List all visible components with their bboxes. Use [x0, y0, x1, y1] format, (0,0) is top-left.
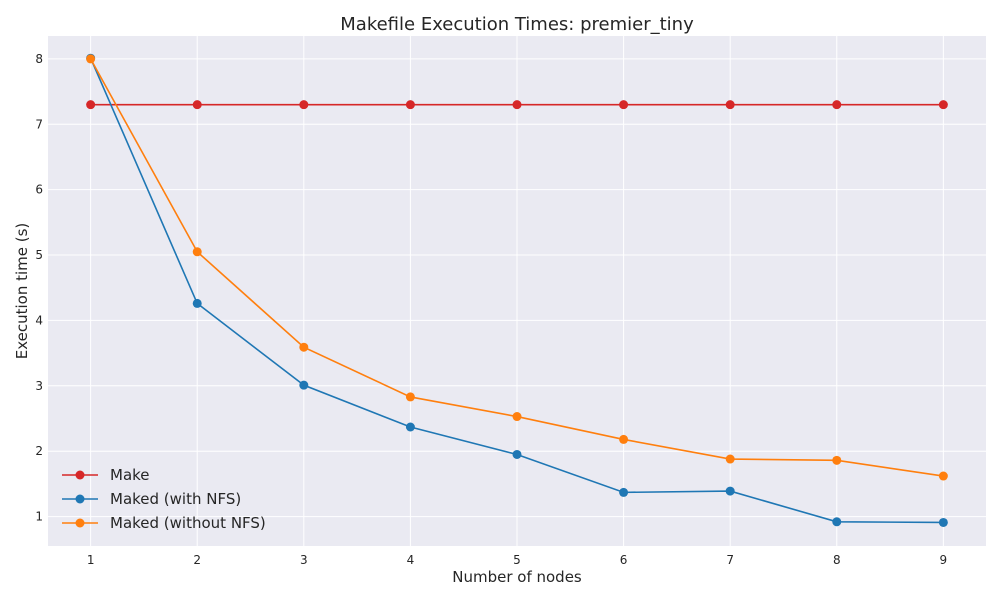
x-tick-label: 2 — [193, 553, 201, 567]
data-point — [832, 100, 842, 110]
data-point — [86, 54, 96, 64]
data-point — [938, 517, 948, 527]
x-axis-label: Number of nodes — [452, 568, 582, 586]
x-tick-label: 3 — [300, 553, 308, 567]
series-2 — [86, 54, 948, 481]
data-point — [299, 100, 309, 110]
data-point — [938, 471, 948, 481]
y-tick-label: 8 — [35, 52, 43, 66]
y-tick-label: 3 — [35, 379, 43, 393]
data-point — [938, 100, 948, 110]
legend-label: Make — [110, 466, 150, 484]
data-point — [512, 412, 522, 422]
x-tick-label: 6 — [620, 553, 628, 567]
legend-label: Maked (with NFS) — [110, 490, 241, 508]
legend-label: Maked (without NFS) — [110, 514, 266, 532]
chart-title: Makefile Execution Times: premier_tiny — [340, 14, 694, 35]
data-point — [192, 247, 202, 257]
y-tick-label: 7 — [35, 117, 43, 131]
y-tick-label: 5 — [35, 248, 43, 262]
y-axis-label: Execution time (s) — [13, 223, 31, 360]
data-point — [725, 100, 735, 110]
data-point — [299, 380, 309, 390]
data-point — [725, 454, 735, 464]
data-point — [192, 100, 202, 110]
data-point — [405, 100, 415, 110]
data-point — [619, 434, 629, 444]
x-tick-label: 1 — [87, 553, 95, 567]
data-point — [725, 486, 735, 496]
series-0 — [86, 100, 948, 110]
y-tick-labels: 1 2 3 4 5 6 7 8 — [35, 52, 43, 524]
x-tick-label: 9 — [940, 553, 948, 567]
data-point — [192, 298, 202, 308]
x-tick-labels: 1 2 3 4 5 6 7 8 9 — [87, 553, 947, 567]
legend-item: Make — [62, 466, 150, 484]
data-point — [86, 100, 96, 110]
y-tick-label: 4 — [35, 313, 43, 327]
data-point — [512, 449, 522, 459]
x-tick-label: 8 — [833, 553, 841, 567]
x-tick-label: 5 — [513, 553, 521, 567]
x-tick-label: 4 — [407, 553, 415, 567]
data-point — [405, 392, 415, 402]
series-layer — [86, 53, 948, 527]
data-point — [512, 100, 522, 110]
legend-marker — [75, 518, 85, 528]
data-point — [832, 517, 842, 527]
legend-marker — [75, 494, 85, 504]
data-point — [619, 487, 629, 497]
data-point — [832, 455, 842, 465]
legend-item: Maked (with NFS) — [62, 490, 241, 508]
y-tick-label: 1 — [35, 510, 43, 524]
y-tick-label: 2 — [35, 444, 43, 458]
data-point — [405, 422, 415, 432]
legend-marker — [75, 470, 85, 480]
data-point — [299, 342, 309, 352]
legend-item: Maked (without NFS) — [62, 514, 266, 532]
y-tick-label: 6 — [35, 183, 43, 197]
data-point — [619, 100, 629, 110]
x-tick-label: 7 — [726, 553, 734, 567]
legend: Make Maked (with NFS) Maked (without NFS) — [62, 466, 266, 532]
